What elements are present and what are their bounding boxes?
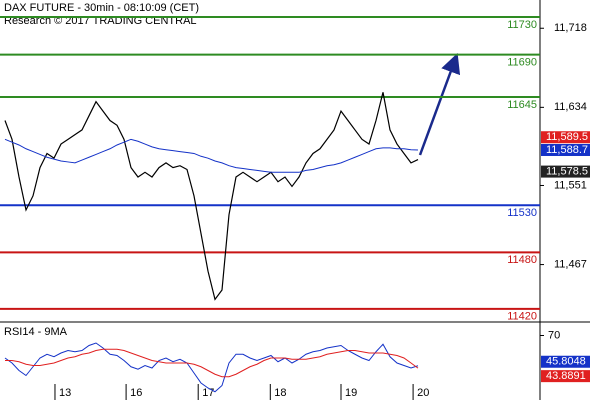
plot-bg [0, 0, 540, 400]
ma-line [4, 138, 419, 173]
chart-title: DAX FUTURE - 30min - 08:10:09 (CET) [4, 2, 199, 14]
level-label: 11645 [507, 99, 537, 111]
price-tag-label: 11,588.7 [546, 144, 588, 156]
x-tick-label: 18 [274, 387, 286, 399]
y-tick-label: 11,551 [554, 179, 587, 191]
rsi-line [4, 342, 419, 393]
rsi-tag-label: 43.8891 [546, 370, 586, 382]
rsi-tick-label: 70 [548, 329, 560, 341]
rsi-tag [541, 355, 590, 368]
x-tick-label: 13 [59, 387, 71, 399]
price-tag-label: 11,589.5 [546, 131, 588, 143]
y-tick-label: 11,467 [554, 258, 587, 270]
level-label: 11480 [507, 254, 537, 266]
rsi-line [5, 348, 419, 378]
y-tick-label: 11,718 [554, 22, 587, 34]
price-tag [541, 165, 590, 178]
rsi-title: RSI14 - 9MA [4, 326, 68, 338]
level-label: 11420 [507, 311, 537, 323]
x-tick-label: 19 [345, 387, 357, 399]
x-tick-label: 16 [130, 387, 142, 399]
x-tick-label: 20 [417, 387, 429, 399]
price-tag [541, 131, 590, 144]
price-tag [541, 143, 590, 156]
y-tick-label: 11,634 [554, 101, 587, 113]
rsi-tag [541, 370, 590, 383]
price-tag-label: 11,578.5 [546, 165, 588, 177]
level-label: 11690 [507, 57, 537, 69]
level-label: 11530 [507, 207, 537, 219]
price-line [4, 92, 419, 301]
level-label: 11730 [507, 19, 537, 31]
forecast-arrow [418, 52, 461, 156]
rsi-tag-label: 45.8048 [546, 356, 586, 368]
